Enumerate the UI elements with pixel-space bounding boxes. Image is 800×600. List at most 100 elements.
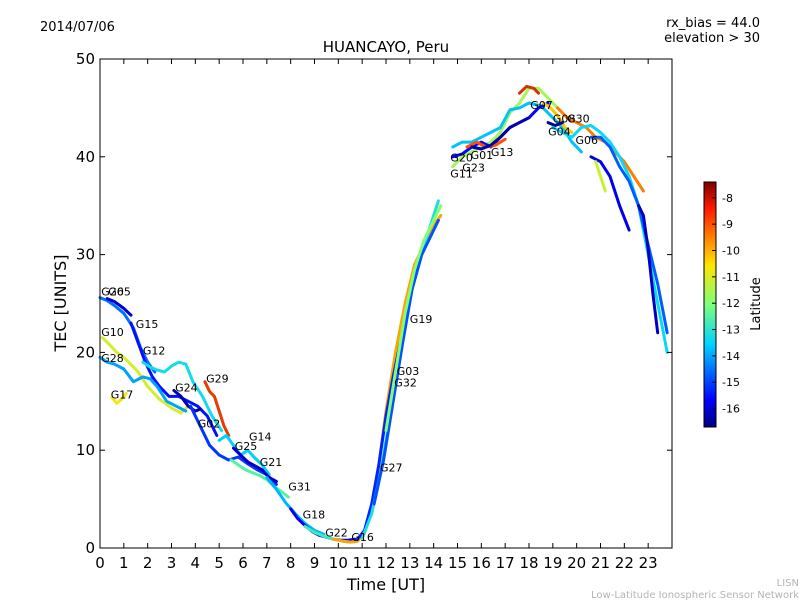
colorbar [703, 181, 717, 428]
colorbar-tick-label: -16 [722, 403, 740, 416]
tec-trace-g25 [232, 446, 278, 483]
tec-trace-g24 [172, 389, 202, 413]
satellite-label-g04: G04 [548, 125, 571, 138]
tec-trace-g30 [556, 106, 645, 193]
x-tick-label: 17 [496, 554, 515, 572]
satellite-label-g01: G01 [471, 149, 494, 162]
x-tick-label: 9 [310, 554, 320, 572]
y-tick-label: 20 [76, 343, 95, 361]
satellite-label-g13: G13 [491, 146, 514, 159]
x-tick-label: 8 [286, 554, 296, 572]
satellite-label-g05: G05 [108, 286, 131, 299]
x-tick-label: 18 [519, 554, 538, 572]
colorbar-tick-label: -12 [722, 297, 740, 310]
satellite-label-g26: G26 [101, 286, 124, 299]
credit-network: Low-Latitude Ionospheric Sensor Network [591, 590, 799, 600]
satellite-label-g15: G15 [136, 318, 159, 331]
satellite-label-g22: G22 [325, 526, 348, 539]
satellite-label-g07: G07 [530, 99, 553, 112]
tec-trace-g19 [384, 204, 443, 433]
satellite-label-g14: G14 [249, 430, 272, 443]
colorbar-tick-label: -14 [722, 350, 740, 363]
tec-trace-g20 [451, 101, 583, 154]
x-tick-label: 0 [95, 554, 105, 572]
tec-trace-g04 [546, 121, 564, 127]
tec-trace-g28 [98, 355, 188, 413]
date-label: 2014/07/06 [40, 20, 115, 35]
x-tick-label: 19 [543, 554, 562, 572]
satellite-label-g21: G21 [260, 456, 283, 469]
satellite-label-g25: G25 [235, 440, 258, 453]
satellite-label-g29: G29 [206, 373, 229, 386]
x-tick-label: 1 [119, 554, 129, 572]
tec-trace-g26 [98, 296, 157, 374]
colorbar-tick-label: -15 [722, 376, 740, 389]
satellite-label-g08: G08 [553, 113, 576, 126]
y-tick-label: 10 [76, 441, 95, 459]
satellite-label-g28: G28 [101, 352, 124, 365]
chart-title: HUANCAYO, Peru [323, 38, 449, 56]
tec-trace-g08 [541, 101, 574, 134]
x-tick-label: 6 [238, 554, 248, 572]
x-tick-label: 10 [329, 554, 348, 572]
satellite-label-g17: G17 [111, 388, 134, 401]
x-tick-label: 5 [214, 554, 224, 572]
x-tick-label: 13 [400, 554, 419, 572]
x-axis-label: Time [UT] [346, 575, 425, 594]
tec-trace-g03 [372, 218, 440, 506]
satellite-label-g02: G02 [198, 418, 221, 431]
tec-trace-g09 [589, 135, 669, 335]
satellite-label-g30: G30 [567, 113, 590, 126]
series-layer [98, 84, 669, 544]
y-tick-label: 50 [76, 50, 95, 68]
tec-trace-g13 [470, 116, 531, 151]
tec-trace-g06 [551, 124, 669, 354]
x-tick-label: 11 [353, 554, 372, 572]
x-axis-ticks: 0 1 2 3 4 5 6 7 8 9 10 11 12 13 14 15 16 17 18 19 20 21 22 23 [95, 59, 658, 572]
x-tick-label: 22 [615, 554, 634, 572]
satellite-label-g16: G16 [351, 531, 374, 544]
credit-lisn: LISN [777, 578, 799, 589]
tec-trace-g12 [141, 360, 224, 433]
satellite-label-g31: G31 [288, 480, 311, 493]
colorbar-tick-label: -11 [722, 271, 740, 284]
satellite-label-g27: G27 [380, 462, 403, 475]
y-tick-label: 30 [76, 246, 95, 264]
satellite-label-g24: G24 [175, 382, 198, 395]
satellite-label-g06: G06 [576, 134, 599, 147]
satellite-label-g12: G12 [143, 344, 166, 357]
x-tick-label: 2 [143, 554, 153, 572]
x-tick-label: 20 [567, 554, 586, 572]
satellite-label-g10: G10 [101, 326, 124, 339]
colorbar-label: Latitude [749, 277, 764, 331]
x-tick-label: 3 [167, 554, 177, 572]
tec-trace-g11 [451, 86, 560, 169]
satellite-label-g18: G18 [303, 509, 326, 522]
y-axis-label: TEC [UNITS] [51, 255, 70, 353]
tec-trace-g27 [355, 341, 402, 541]
tec-trace-g34 [637, 204, 660, 335]
satellite-label-g11: G11 [450, 167, 473, 180]
satellite-label-g20: G20 [450, 152, 473, 165]
x-tick-label: 15 [448, 554, 467, 572]
y-tick-label: 0 [85, 539, 95, 557]
colorbar-tick-label: -10 [722, 244, 740, 257]
tec-trace-g17 [110, 392, 128, 405]
tec-trace-g35 [594, 160, 607, 193]
tec-trace-g07 [518, 84, 540, 95]
y-tick-label: 40 [76, 148, 95, 166]
x-tick-label: 14 [424, 554, 443, 572]
tec-trace-g29 [203, 380, 231, 437]
colorbar-tick-label: -8 [722, 192, 733, 205]
tec-trace-g21 [229, 458, 290, 499]
tec-trace-g33 [589, 155, 631, 232]
tec-trace-g10 [100, 336, 190, 415]
satellite-label-g19: G19 [410, 313, 433, 326]
x-tick-label: 23 [639, 554, 658, 572]
satellite-label-g23: G23 [462, 162, 485, 175]
y-axis-ticks: 0 10 20 30 40 50 [76, 50, 672, 557]
colorbar-tick-label: -9 [722, 218, 733, 231]
x-tick-label: 7 [262, 554, 272, 572]
colorbar-ticks: -8 -9 -10 -11 -12 -13 -14 -15 -16 [712, 192, 740, 416]
